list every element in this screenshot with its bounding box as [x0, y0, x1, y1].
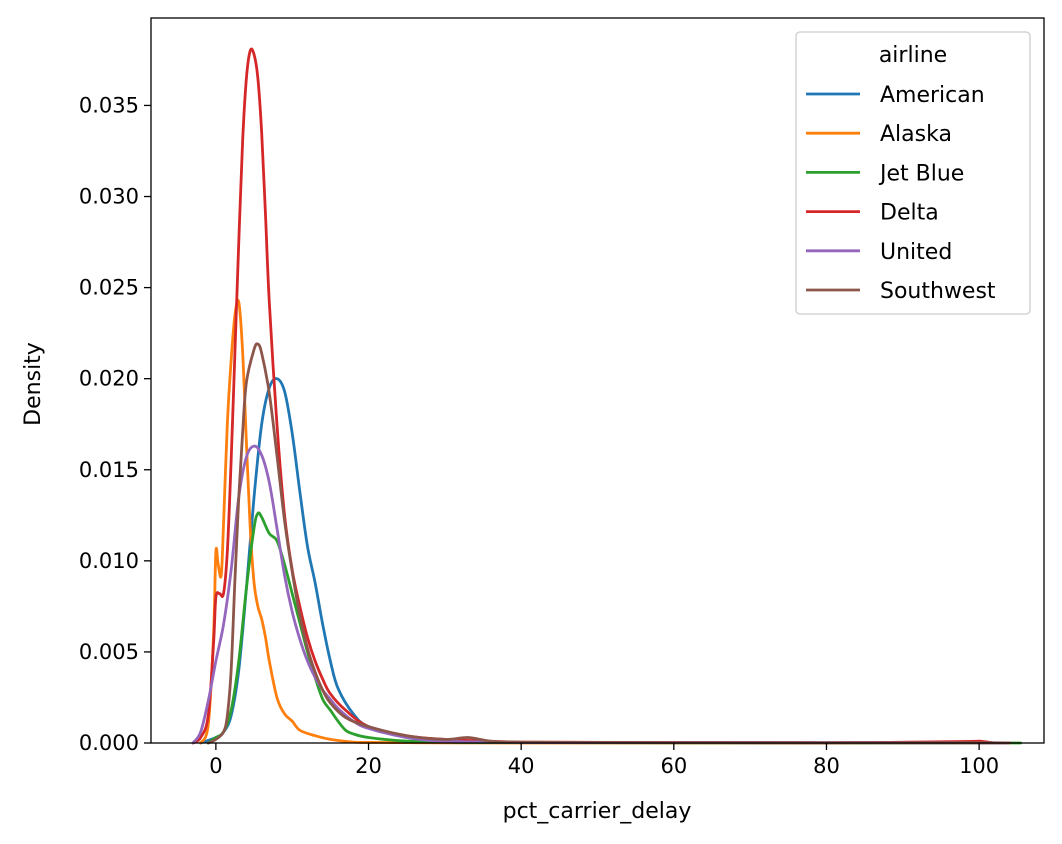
x-tick-label: 0 — [209, 754, 222, 778]
legend-label-american: American — [880, 83, 985, 108]
x-tick-label: 60 — [660, 754, 687, 778]
legend-label-delta: Delta — [880, 201, 939, 226]
legend-title: airline — [879, 43, 947, 68]
y-tick-label: 0.020 — [79, 367, 139, 391]
y-tick-label: 0.035 — [79, 93, 139, 117]
y-tick-label: 0.010 — [79, 549, 139, 573]
x-tick-label: 80 — [813, 754, 840, 778]
y-tick-label: 0.030 — [79, 185, 139, 209]
legend-label-united: United — [880, 240, 952, 265]
legend-label-jet-blue: Jet Blue — [878, 161, 964, 186]
legend-entries: American Alaska Jet Blue Delta United Southwe… — [806, 83, 996, 304]
x-tick-label: 20 — [355, 754, 382, 778]
y-tick-label: 0.025 — [79, 276, 139, 300]
series-layer — [191, 47, 1023, 745]
plot-frame — [150, 17, 1045, 744]
y-tick-label: 0.000 — [79, 731, 139, 755]
x-axis: 0 20 40 60 80 100 — [209, 743, 999, 778]
x-tick-label: 100 — [959, 754, 999, 778]
x-axis-label: pct_carrier_delay — [503, 799, 692, 824]
legend-label-alaska: Alaska — [880, 122, 952, 147]
legend-label-southwest: Southwest — [880, 279, 996, 304]
x-tick-label: 40 — [508, 754, 535, 778]
y-tick-label: 0.015 — [79, 458, 139, 482]
y-tick-label: 0.005 — [79, 640, 139, 664]
y-axis: 0.000 0.005 0.010 0.015 0.020 0.025 0.030 0.035 — [79, 93, 151, 755]
legend: airline American Alaska Jet Blue Delta Unite… — [795, 31, 1031, 315]
series-line-southwest — [206, 342, 1012, 745]
y-axis-label: Density — [21, 342, 46, 426]
legend-frame — [795, 31, 1031, 315]
